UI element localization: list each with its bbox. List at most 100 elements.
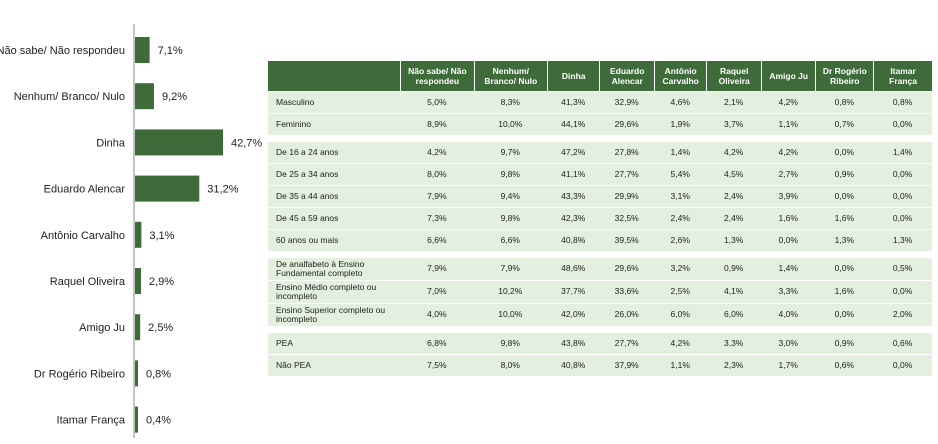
table-row: 60 anos ou mais 6,6% 6,6% 40,8% 39,5% 2,6% 1,3… (268, 229, 932, 251)
table-cell: 6,6% (400, 229, 474, 251)
table-cell: 2,1% (706, 91, 761, 113)
table-cell: 3,3% (706, 332, 761, 354)
table-cell: 2,4% (706, 185, 761, 207)
table-cell: 0,0% (873, 207, 932, 229)
table-row: Não PEA 7,5% 8,0% 40,8% 37,9% 1,1% 2,3% 1,7% 0,6… (268, 354, 932, 376)
table-cell: 37,7% (547, 280, 600, 303)
table-cell: 27,7% (599, 332, 654, 354)
table-row: De 25 a 34 anos 8,0% 9,8% 41,1% 27,7% 5,4% 4,5… (268, 163, 932, 185)
table-cell: 1,4% (760, 257, 816, 280)
table-cell: 7,9% (400, 257, 474, 280)
table-cell: 48,6% (547, 257, 600, 280)
table-cell: 7,9% (400, 185, 474, 207)
table-row: De 35 a 44 anos 7,9% 9,4% 43,3% 29,9% 3,1% 2,4… (268, 185, 932, 207)
bar-value-label: 31,2% (207, 184, 238, 196)
table-cell: 9,8% (473, 332, 547, 354)
table-row-label: De 25 a 34 anos (268, 163, 401, 185)
table-column-header: Dinha (547, 61, 600, 91)
table-cell: 37,9% (599, 354, 654, 376)
table-row: Feminino 8,9% 10,0% 44,1% 29,6% 1,9% 3,7% 1,1% 0… (268, 113, 932, 135)
table-cell: 0,6% (873, 332, 932, 354)
table-cell: 1,9% (653, 113, 707, 135)
table-cell: 6,0% (653, 303, 707, 326)
table-cell: 1,3% (706, 229, 761, 251)
table-cell: 39,5% (599, 229, 654, 251)
table-cell: 7,3% (400, 207, 474, 229)
bar-category-label: Não sabe/ Não respondeu (0, 45, 125, 57)
table-cell: 0,9% (815, 163, 874, 185)
bar-value-label: 3,1% (149, 230, 174, 242)
table-cell: 2,0% (873, 303, 932, 326)
table-cell: 7,5% (400, 354, 474, 376)
table-cell: 4,0% (760, 303, 816, 326)
table-cell: 3,2% (653, 257, 707, 280)
table-row: De 16 a 24 anos 4,2% 9,7% 47,2% 27,8% 1,4% 4,2… (268, 141, 932, 163)
table-cell: 0,5% (873, 257, 932, 280)
table-cell: 10,2% (473, 280, 547, 303)
table-cell: 0,0% (815, 257, 874, 280)
table-cell: 10,0% (473, 113, 547, 135)
table-cell: 1,6% (760, 207, 816, 229)
table-cell: 2,4% (653, 207, 707, 229)
table-row-label: PEA (268, 332, 401, 354)
table-cell: 4,0% (400, 303, 474, 326)
table-cell: 2,5% (653, 280, 707, 303)
table-cell: 1,4% (653, 141, 707, 163)
crosstab-table: Não sabe/ Não respondeu Nenhum/ Branco/ N… (268, 61, 932, 376)
bar (135, 129, 223, 156)
bar-value-label: 9,2% (162, 91, 187, 103)
bar-value-label: 2,9% (149, 276, 174, 288)
table-cell: 1,6% (815, 207, 874, 229)
table-cell: 0,0% (873, 185, 932, 207)
table-row: PEA 6,8% 9,8% 43,8% 27,7% 4,2% 3,3% 3,0% 0,9% 0,6… (268, 332, 932, 354)
table-cell: 8,0% (473, 354, 547, 376)
bar-value-label: 42,7% (231, 137, 262, 149)
table-cell: 4,6% (653, 91, 707, 113)
table-row-label: De 16 a 24 anos (268, 141, 401, 163)
table-cell: 5,0% (400, 91, 474, 113)
table-cell: 0,8% (815, 91, 874, 113)
table-column-header: Dr Rogério Ribeiro (815, 61, 874, 91)
table-row-label: 60 anos ou mais (268, 229, 401, 251)
table-cell: 0,8% (873, 91, 932, 113)
table-row-label: Não PEA (268, 354, 401, 376)
table-cell: 3,0% (760, 332, 816, 354)
table-cell: 0,7% (815, 113, 874, 135)
table-row-label: De 35 a 44 anos (268, 185, 401, 207)
table-cell: 42,3% (547, 207, 600, 229)
table-cell: 4,2% (653, 332, 707, 354)
bar (135, 314, 141, 341)
bar-category-label: Amigo Ju (79, 322, 125, 334)
table-cell: 8,0% (400, 163, 474, 185)
table-cell: 32,9% (599, 91, 654, 113)
table-cell: 0,9% (815, 332, 874, 354)
table-cell: 4,2% (706, 141, 761, 163)
table-row-label: Masculino (268, 91, 401, 113)
table-cell: 2,7% (760, 163, 816, 185)
table-cell: 40,8% (547, 229, 600, 251)
table-cell: 7,9% (473, 257, 547, 280)
table-cell: 3,9% (760, 185, 816, 207)
table-cell: 27,7% (599, 163, 654, 185)
bar-category-label: Dr Rogério Ribeiro (34, 368, 125, 380)
table-column-header: Não sabe/ Não respondeu (400, 61, 474, 91)
table-cell: 4,2% (760, 141, 816, 163)
table-cell: 3,1% (653, 185, 707, 207)
table-corner-cell (268, 61, 401, 91)
table-cell: 1,7% (760, 354, 816, 376)
table-cell: 26,0% (599, 303, 654, 326)
table-cell: 0,0% (873, 280, 932, 303)
bar-category-label: Nenhum/ Branco/ Nulo (14, 91, 125, 103)
bar-category-label: Itamar França (57, 415, 126, 427)
table-cell: 6,8% (400, 332, 474, 354)
bar-category-label: Eduardo Alencar (44, 184, 126, 196)
table-cell: 0,6% (815, 354, 874, 376)
table-cell: 40,8% (547, 354, 600, 376)
table-header-row: Não sabe/ Não respondeu Nenhum/ Branco/ N… (268, 61, 932, 91)
bar (135, 268, 141, 294)
table-group-spacer (268, 251, 932, 257)
table-cell: 1,1% (653, 354, 707, 376)
table-cell: 29,6% (599, 113, 654, 135)
bar-value-label: 2,5% (148, 322, 173, 334)
table-row-label: Feminino (268, 113, 401, 135)
